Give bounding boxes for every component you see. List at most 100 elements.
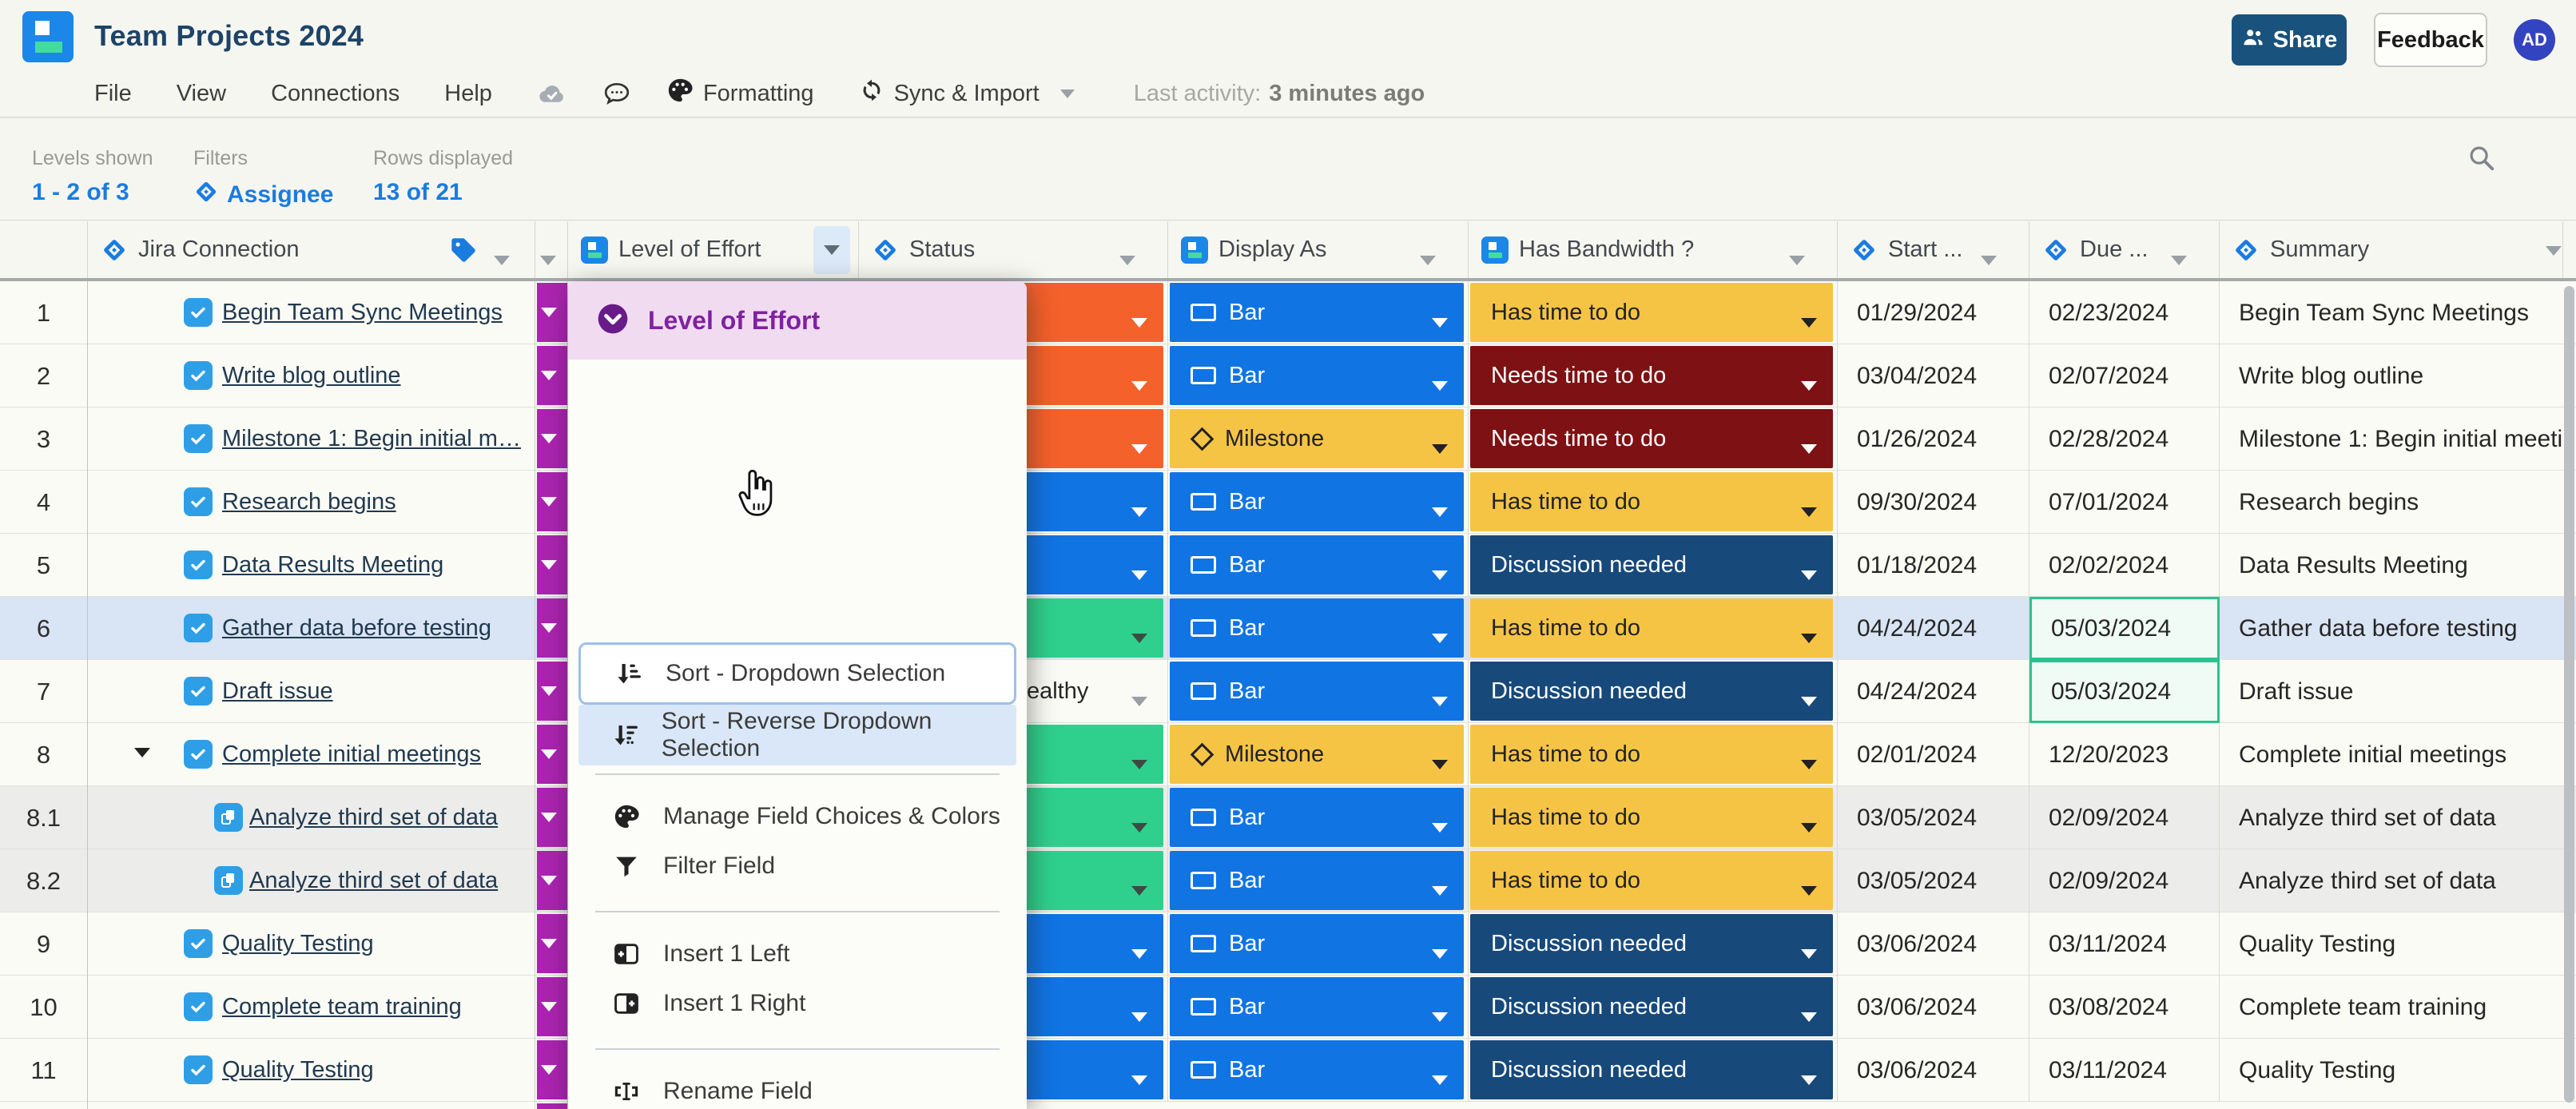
row-number[interactable]: 3 xyxy=(0,407,88,471)
column-header-summary[interactable]: Summary xyxy=(2220,221,2563,278)
hidden-column-cell[interactable] xyxy=(535,912,568,976)
cloud-check-icon[interactable] xyxy=(537,78,567,109)
column-header-display[interactable]: Display As xyxy=(1168,221,1469,278)
due-date-cell[interactable]: 05/03/2024 xyxy=(2051,614,2172,642)
menu-item-insert-1-left[interactable]: Insert 1 Left xyxy=(578,928,1016,980)
menu-item-help[interactable]: Help xyxy=(444,80,492,106)
bandwidth-cell[interactable]: Needs time to do xyxy=(1470,346,1833,405)
display-as-cell[interactable]: Bar xyxy=(1170,914,1464,973)
chevron-down-icon[interactable] xyxy=(494,245,510,272)
bandwidth-cell[interactable]: Discussion needed xyxy=(1470,1040,1833,1099)
hidden-column-cell[interactable] xyxy=(535,597,568,660)
hidden-column-cell[interactable] xyxy=(535,976,568,1039)
hidden-column-cell[interactable] xyxy=(535,1039,568,1102)
bandwidth-cell[interactable]: Discussion needed xyxy=(1470,535,1833,594)
task-link[interactable]: Complete initial meetings xyxy=(222,741,481,767)
due-date-cell[interactable]: 12/20/2023 xyxy=(2049,741,2169,768)
due-date-cell[interactable]: 02/07/2024 xyxy=(2049,362,2169,389)
task-link[interactable]: Write blog outline xyxy=(222,363,401,388)
checkbox-checked[interactable] xyxy=(184,298,213,327)
hidden-column-cell[interactable] xyxy=(535,407,568,471)
column-header-mini[interactable] xyxy=(535,221,568,278)
due-date-cell[interactable]: 02/09/2024 xyxy=(2049,867,2169,894)
start-date-cell[interactable]: 03/04/2024 xyxy=(1857,362,1978,389)
checkbox-checked[interactable] xyxy=(184,992,213,1021)
checkbox-checked[interactable] xyxy=(184,1055,213,1084)
column-header-num[interactable] xyxy=(0,221,88,278)
summary-cell[interactable]: Quality Testing xyxy=(2239,1056,2396,1083)
summary-cell[interactable]: Data Results Meeting xyxy=(2239,551,2468,578)
display-as-cell[interactable]: Bar xyxy=(1170,662,1464,721)
due-date-cell[interactable]: 03/11/2024 xyxy=(2049,1056,2167,1083)
display-as-cell[interactable]: Bar xyxy=(1170,788,1464,847)
hidden-column-cell[interactable] xyxy=(535,723,568,786)
checkbox-checked[interactable] xyxy=(184,740,213,769)
display-as-cell[interactable]: Bar xyxy=(1170,472,1464,531)
row-number[interactable]: 8.1 xyxy=(0,786,88,849)
feedback-button[interactable]: Feedback xyxy=(2374,13,2487,67)
start-date-cell[interactable]: 03/05/2024 xyxy=(1857,804,1978,831)
menu-item-sort-reverse-dropdown-selection[interactable]: Sort - Reverse Dropdown Selection xyxy=(578,705,1016,765)
due-date-cell[interactable]: 02/02/2024 xyxy=(2049,551,2169,578)
row-number[interactable]: 11 xyxy=(0,1039,88,1102)
menu-item-sort-dropdown-selection[interactable]: Sort - Dropdown Selection xyxy=(578,642,1016,705)
row-number[interactable]: 5 xyxy=(0,534,88,597)
checkbox-checked[interactable] xyxy=(184,424,213,453)
hidden-column-cell[interactable] xyxy=(535,471,568,534)
hidden-column-cell[interactable] xyxy=(535,786,568,849)
summary-cell[interactable]: Gather data before testing xyxy=(2239,614,2518,642)
menu-item-view[interactable]: View xyxy=(176,80,227,106)
start-date-cell[interactable]: 01/18/2024 xyxy=(1857,551,1978,578)
due-date-cell[interactable]: 07/01/2024 xyxy=(2049,488,2169,515)
summary-cell[interactable]: Research begins xyxy=(2239,488,2419,515)
task-link[interactable]: Analyze third set of data xyxy=(249,868,499,893)
start-date-cell[interactable]: 03/05/2024 xyxy=(1857,867,1978,894)
hidden-column-cell[interactable] xyxy=(535,281,568,344)
due-date-cell[interactable]: 03/08/2024 xyxy=(2049,993,2169,1020)
summary-cell[interactable]: Analyze third set of data xyxy=(2239,804,2496,831)
summary-cell[interactable]: Draft issue xyxy=(2239,678,2354,705)
task-link[interactable]: Quality Testing xyxy=(222,1057,374,1083)
share-button[interactable]: Share xyxy=(2232,14,2347,66)
hidden-column-cell[interactable] xyxy=(535,660,568,723)
checkbox-checked[interactable] xyxy=(184,551,213,579)
row-number[interactable]: 8.2 xyxy=(0,849,88,912)
bandwidth-cell[interactable]: Discussion needed xyxy=(1470,977,1833,1036)
tag-icon[interactable] xyxy=(449,236,478,271)
start-date-cell[interactable]: 04/24/2024 xyxy=(1857,678,1978,705)
bandwidth-cell[interactable]: Has time to do xyxy=(1470,472,1833,531)
column-header-status[interactable]: Status xyxy=(859,221,1168,278)
chevron-down-icon[interactable] xyxy=(1981,245,1997,272)
hidden-column-cell[interactable] xyxy=(535,534,568,597)
chevron-down-icon[interactable] xyxy=(540,245,556,272)
bandwidth-cell[interactable]: Needs time to do xyxy=(1470,409,1833,468)
due-date-cell[interactable]: 02/23/2024 xyxy=(2049,299,2169,326)
menu-item-connections[interactable]: Connections xyxy=(271,80,400,106)
summary-cell[interactable]: Quality Testing xyxy=(2239,930,2396,957)
summary-cell[interactable]: Write blog outline xyxy=(2239,362,2424,389)
display-as-cell[interactable]: Bar xyxy=(1170,535,1464,594)
row-number[interactable]: 7 xyxy=(0,660,88,723)
summary-cell[interactable]: Complete initial meetings xyxy=(2239,741,2507,768)
row-number[interactable]: 2 xyxy=(0,344,88,407)
chat-icon[interactable] xyxy=(602,79,631,108)
task-link[interactable]: Gather data before testing xyxy=(222,615,491,641)
checkbox-checked[interactable] xyxy=(184,487,213,516)
hidden-column-cell[interactable] xyxy=(535,849,568,912)
due-date-cell[interactable]: 02/28/2024 xyxy=(2049,425,2169,452)
column-header-start[interactable]: Start ... xyxy=(1838,221,2029,278)
task-link[interactable]: Draft issue xyxy=(222,678,333,704)
start-date-cell[interactable]: 03/06/2024 xyxy=(1857,993,1978,1020)
bandwidth-cell[interactable]: Has time to do xyxy=(1470,788,1833,847)
chevron-down-icon[interactable] xyxy=(1789,245,1805,272)
checkbox-checked[interactable] xyxy=(184,677,213,706)
column-header-bandwidth[interactable]: Has Bandwidth ? xyxy=(1469,221,1838,278)
task-link[interactable]: Begin Team Sync Meetings xyxy=(222,300,503,325)
task-link[interactable]: Milestone 1: Begin initial m… xyxy=(222,426,521,451)
menu-item-file[interactable]: File xyxy=(94,80,132,106)
summary-cell[interactable]: Milestone 1: Begin initial meetings xyxy=(2239,425,2563,452)
display-as-cell[interactable]: Bar xyxy=(1170,977,1464,1036)
display-as-cell[interactable]: Bar xyxy=(1170,1040,1464,1099)
display-as-cell[interactable]: Bar xyxy=(1170,851,1464,910)
checkbox-checked[interactable] xyxy=(184,361,213,390)
